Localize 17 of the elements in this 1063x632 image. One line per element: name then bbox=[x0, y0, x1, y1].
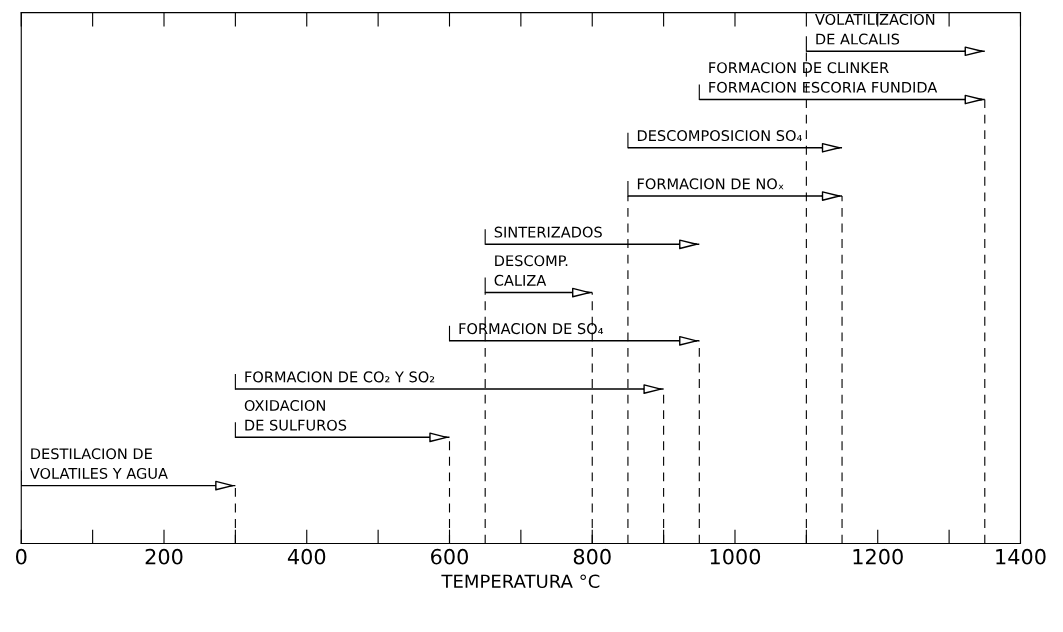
x-tick-label: 0 bbox=[16, 548, 27, 565]
x-tick-label: 600 bbox=[431, 548, 468, 565]
x-tick-label: 200 bbox=[145, 548, 183, 565]
y-tick-label: DESCOMP. CALIZA bbox=[494, 255, 568, 286]
x-tick-label: 1000 bbox=[710, 548, 761, 565]
y-tick-label: FORMACION DE NOₓ bbox=[637, 178, 784, 190]
y-tick-label: FORMACION DE SO₄ bbox=[459, 323, 604, 335]
y-tick-label: SINTERIZADOS bbox=[494, 226, 602, 238]
y-tick-label: DESCOMPOSICION SO₄ bbox=[637, 130, 802, 142]
y-tick-label: OXIDACION DE SULFUROS bbox=[244, 399, 347, 431]
y-tick-label: DESTILACION DE VOLATILES Y AGUA bbox=[29, 448, 168, 479]
x-tick-label: 400 bbox=[287, 548, 326, 565]
x-axis-title: TEMPERATURA °C bbox=[441, 574, 600, 589]
x-tick-label: 1400 bbox=[996, 548, 1046, 565]
y-tick-label: FORMACION DE CO₂ Y SO₂ bbox=[245, 371, 435, 383]
x-tick-label: 800 bbox=[573, 548, 611, 565]
x-tick-label: 1200 bbox=[853, 548, 903, 565]
